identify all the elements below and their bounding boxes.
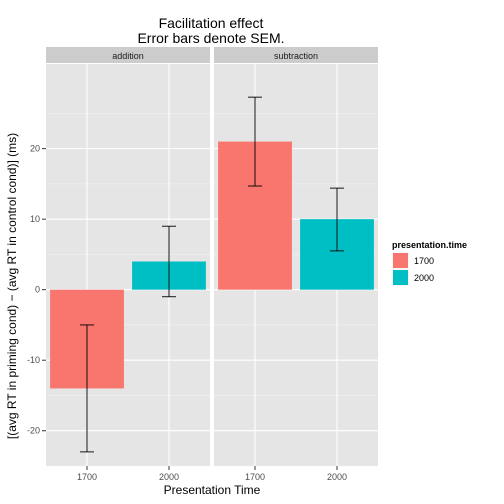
y-tick-label: 0 bbox=[35, 285, 40, 295]
error-bar-subtraction-2000 bbox=[330, 187, 344, 252]
facet-strip-label: addition bbox=[112, 51, 144, 61]
y-tick-label: -10 bbox=[27, 355, 40, 365]
facet-panel-subtraction: subtraction 1700 2000 bbox=[214, 47, 378, 482]
facet-strip bbox=[46, 47, 210, 63]
x-tick-label: 1700 bbox=[245, 472, 265, 482]
x-tick-label: 2000 bbox=[159, 472, 179, 482]
y-tick-label: 20 bbox=[30, 144, 40, 154]
error-bar-addition-1700 bbox=[80, 324, 94, 453]
chart-subtitle: Error bars denote SEM. bbox=[137, 30, 284, 46]
chart-title: Facilitation effect bbox=[159, 15, 264, 31]
x-tick-label: 2000 bbox=[327, 472, 347, 482]
legend: presentation.time 1700 2000 bbox=[391, 240, 467, 287]
y-tick-label: 10 bbox=[30, 214, 40, 224]
facet-strip-label: subtraction bbox=[274, 51, 318, 61]
legend-title: presentation.time bbox=[392, 240, 467, 250]
legend-swatch-2000 bbox=[393, 270, 408, 285]
y-tick-label: -20 bbox=[27, 426, 40, 436]
x-axis-title: Presentation Time bbox=[164, 483, 261, 497]
error-bar-subtraction-1700 bbox=[248, 96, 262, 187]
x-tick-label: 1700 bbox=[77, 472, 97, 482]
legend-label: 2000 bbox=[414, 273, 434, 283]
error-bar-addition-2000 bbox=[162, 225, 176, 298]
plot-area: -20 -10 0 10 20 addition 1700 2000 subtraction 17… bbox=[27, 47, 378, 482]
legend-swatch-1700 bbox=[393, 253, 408, 268]
y-axis-title: [(avg RT in priming cond) − (avg RT in c… bbox=[5, 133, 19, 439]
legend-label: 1700 bbox=[414, 256, 434, 266]
facet-panel-addition: addition 1700 2000 bbox=[46, 47, 210, 482]
facet-strip bbox=[214, 47, 378, 63]
